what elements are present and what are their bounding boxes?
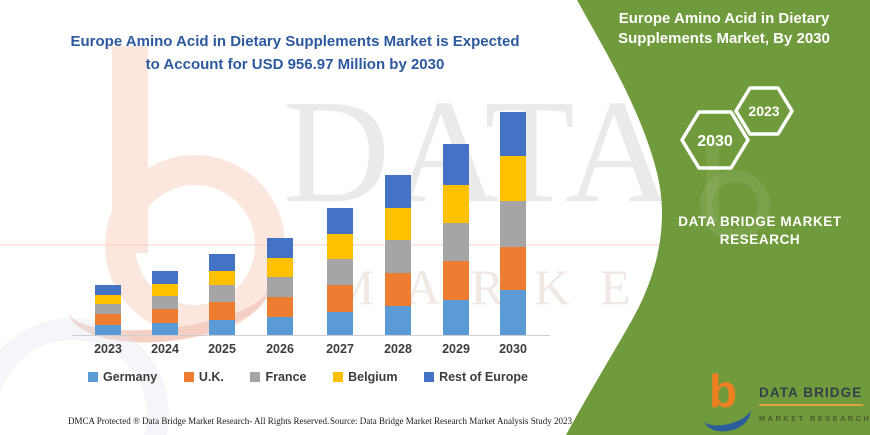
chart-title: Europe Amino Acid in Dietary Supplements…	[50, 31, 540, 76]
legend-label: Belgium	[348, 370, 398, 384]
legend-label: Rest of Europe	[439, 370, 528, 384]
bar-segment-2029-belgium	[443, 185, 469, 224]
chart-title-line1: Europe Amino Acid in Dietary Supplements…	[70, 33, 520, 50]
legend-item-france: France	[250, 370, 306, 384]
x-tick-label-2024: 2024	[151, 342, 179, 356]
legend-item-rest-of-europe: Rest of Europe	[424, 370, 528, 384]
legend-swatch-icon	[183, 372, 194, 382]
bar-segment-2024-rest-of-europe	[152, 270, 178, 284]
bar-segment-2029-u-k-	[443, 261, 469, 301]
bar-segment-2025-france	[209, 285, 235, 303]
chart-legend: Germany U.K. France Belgium Rest of Europe	[88, 370, 528, 384]
x-tick-label-2028: 2028	[384, 342, 412, 356]
bar-segment-2030-rest-of-europe	[500, 112, 526, 157]
legend-swatch-icon	[424, 372, 435, 382]
legend-swatch-icon	[88, 372, 98, 382]
bar-segment-2025-belgium	[209, 271, 235, 286]
bar-segment-2027-germany	[327, 311, 353, 335]
bar-segment-2027-belgium	[327, 233, 353, 259]
x-tick-label-2030: 2030	[499, 342, 527, 356]
hexagon-2030	[680, 110, 750, 170]
legend-item-belgium: Belgium	[333, 370, 397, 384]
hexagon-2023-label: 2023	[748, 103, 779, 119]
dmca-notice: DMCA Protected ® Data Bridge Market Rese…	[68, 416, 330, 426]
bar-segment-2027-u-k-	[327, 284, 353, 312]
bar-segment-2030-france	[500, 201, 526, 247]
legend-item-u-k-: U.K.	[183, 370, 224, 384]
bar-segment-2028-u-k-	[385, 273, 411, 307]
bar-segment-2027-rest-of-europe	[327, 207, 353, 234]
bar-segment-2028-belgium	[385, 208, 411, 240]
x-tick-label-2026: 2026	[266, 342, 294, 356]
x-tick-label-2027: 2027	[326, 342, 354, 356]
bar-segment-2025-rest-of-europe	[209, 254, 235, 272]
bar-segment-2030-u-k-	[500, 246, 526, 291]
legend-swatch-icon	[250, 372, 261, 382]
hexagon-2030-label: 2030	[697, 133, 733, 150]
legend-label: U.K.	[198, 370, 224, 384]
bar-segment-2027-france	[327, 258, 353, 285]
x-tick-label-2025: 2025	[208, 342, 236, 356]
bar-segment-2028-germany	[385, 306, 411, 335]
legend-label: France	[265, 370, 307, 384]
bar-segment-2029-france	[443, 223, 469, 262]
bar-segment-2030-germany	[500, 290, 526, 335]
x-axis-line	[72, 335, 550, 336]
source-note: Source: Data Bridge Market Research Mark…	[330, 416, 572, 426]
bar-segment-2028-rest-of-europe	[385, 174, 411, 209]
bar-segment-2029-rest-of-europe	[443, 144, 469, 186]
bar-segment-2030-belgium	[500, 156, 526, 202]
bar-segment-2029-germany	[443, 300, 469, 335]
side-panel-polygon	[566, 0, 870, 435]
bar-segment-2028-france	[385, 239, 411, 274]
x-tick-label-2023: 2023	[94, 342, 122, 356]
hexagon-2023	[734, 86, 794, 136]
legend-swatch-icon	[333, 372, 344, 382]
bar-segment-2024-belgium	[152, 283, 178, 296]
legend-item-germany: Germany	[88, 370, 157, 384]
chart-title-line2: to Account for USD 956.97 Million by 203…	[145, 55, 445, 73]
legend-label: Germany	[103, 370, 158, 384]
x-tick-label-2029: 2029	[442, 342, 470, 356]
